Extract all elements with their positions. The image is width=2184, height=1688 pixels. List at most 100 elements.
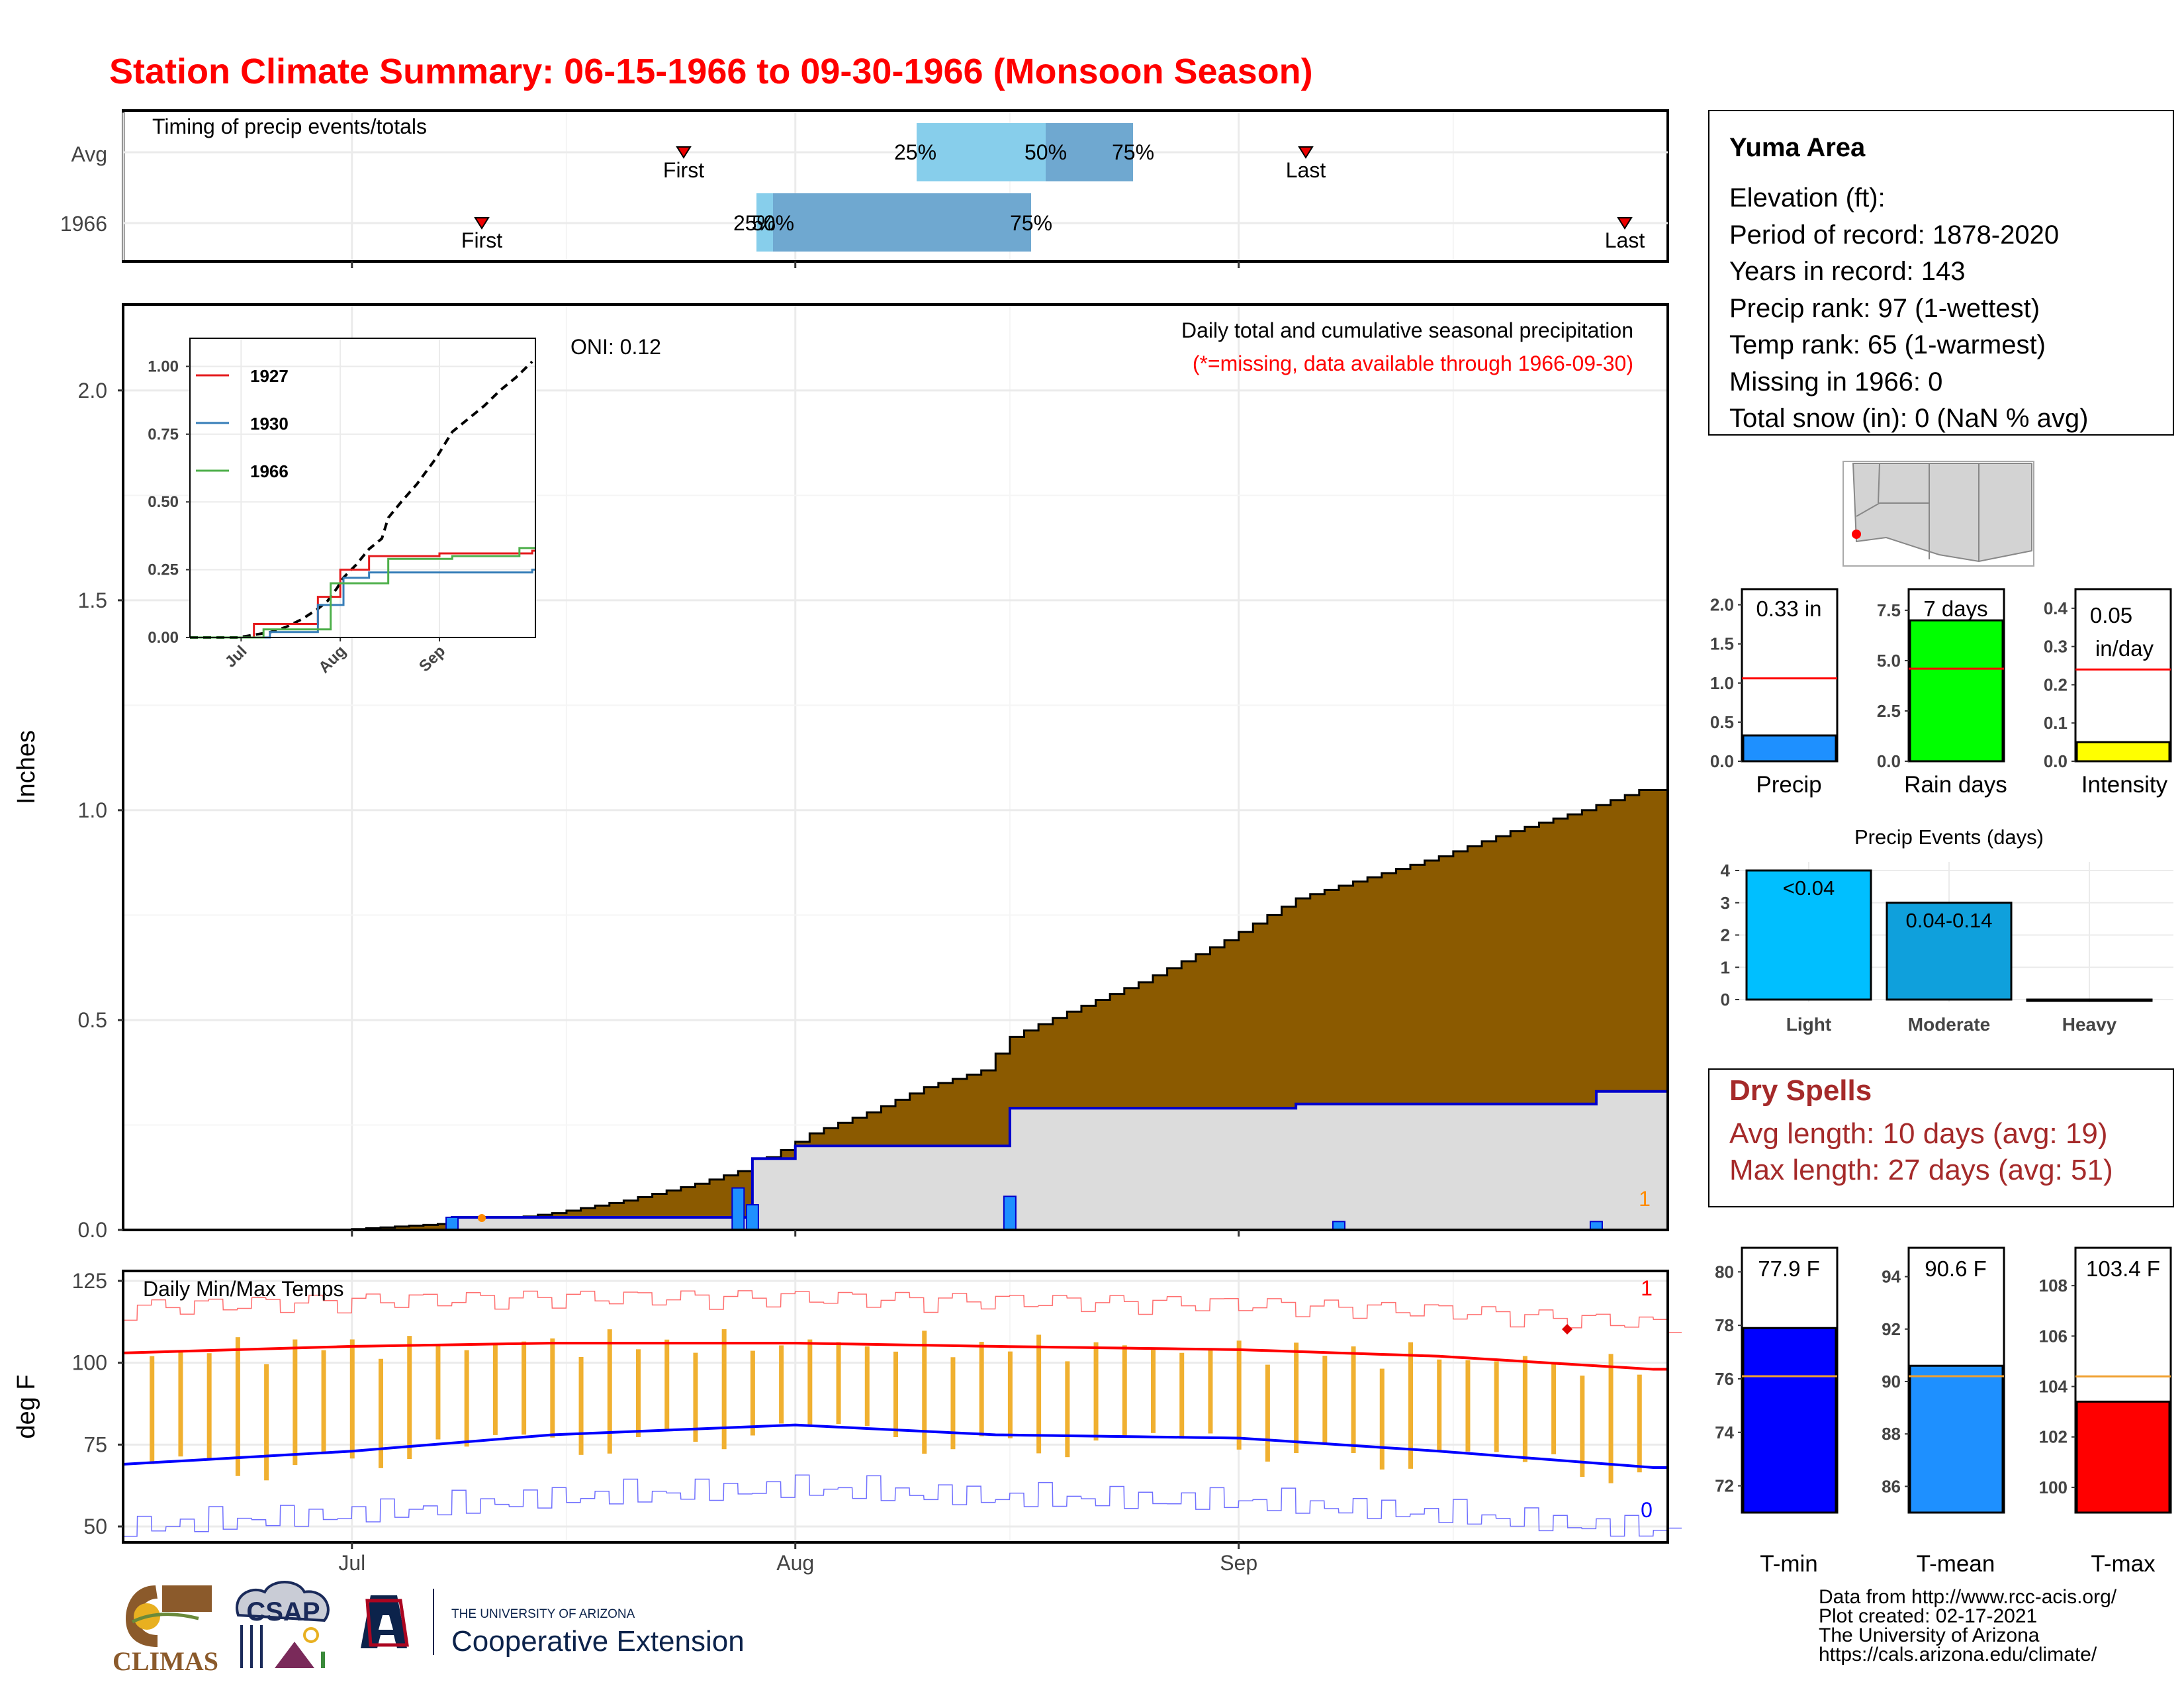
inset-ytick-label: 0.50: [148, 493, 179, 511]
temp-range-bar: [607, 1329, 612, 1454]
station-temp-rank: Temp rank: 65 (1-warmest): [1729, 330, 2046, 359]
footer-line-created: Plot created: 02-17-2021: [1819, 1605, 2037, 1627]
y1966-cumulative-area: [123, 1090, 1669, 1231]
temp-range-bar: [1580, 1376, 1585, 1477]
mini-precip-ytick-label: 1.0: [1710, 673, 1734, 693]
avg-p75-label: 75%: [1112, 140, 1154, 164]
temp-range-bar: [1608, 1354, 1614, 1483]
tbar-tmean-label: T-mean: [1917, 1551, 1995, 1577]
tbar-tmax-value: 103.4 F: [2086, 1256, 2160, 1281]
mini-precip-ytick-label: 0.0: [1710, 751, 1734, 771]
temp-range-bar: [1265, 1364, 1270, 1462]
temp-range-bar: [1437, 1359, 1442, 1452]
events-bar-label: 0.04-0.14: [1906, 909, 1993, 932]
y1966-first-marker: [474, 217, 490, 230]
inset-avg-line: [190, 360, 533, 639]
inset-legend: 1927 1930 1966: [196, 366, 289, 481]
mini-precip-bar: [1742, 734, 1837, 763]
y1966-p50-label: 50%: [752, 211, 794, 235]
tbar-tmax-label: T-max: [2091, 1551, 2156, 1577]
temp-range-bar: [922, 1331, 927, 1454]
temp-range-bar: [1122, 1345, 1127, 1436]
footer-line-url: https://cals.arizona.edu/climate/: [1819, 1644, 2097, 1665]
events-axes: 0 1 2 3 4 Light Moderate Heavy: [1721, 861, 2117, 1035]
avg-max-line: [122, 1341, 1668, 1371]
temp-range-bar: [464, 1350, 469, 1447]
temp-panel-title: Daily Min/Max Temps: [143, 1277, 343, 1301]
events-bar: [1745, 869, 1872, 1001]
precip-ylabel: Inches: [13, 730, 40, 804]
temp-range-bar: [1494, 1361, 1499, 1452]
tbar-tmax-ytick-label: 106: [2039, 1326, 2068, 1346]
tbar-tmax-ytick-label: 100: [2039, 1477, 2068, 1497]
inset-ytick-label: 0.75: [148, 426, 179, 444]
temp-range-bar: [1637, 1374, 1642, 1473]
events-bar-label: <0.04: [1783, 876, 1835, 900]
inset-ytick-label: 0.00: [148, 629, 179, 647]
mini-precip-label: Precip: [1756, 772, 1821, 798]
mini-intensity-frame: [2074, 588, 2172, 763]
temp-range-bar: [864, 1346, 870, 1427]
events-ytick-label: 4: [1721, 861, 1731, 880]
timing-panel: Timing of precip events/totals Avg 1966 …: [60, 109, 1669, 263]
tbar-tmean-ytick-label: 94: [1882, 1267, 1901, 1287]
mini-raindays-ytick-label: 2.5: [1877, 701, 1901, 721]
station-elevation: Elevation (ft):: [1729, 183, 1886, 212]
mini-raindays-ytick-label: 7.5: [1877, 600, 1901, 620]
legend-1930: 1930: [250, 414, 289, 434]
precip-yaxis: 0.0 0.5 1.0 1.5 2.0: [78, 379, 123, 1242]
tbar-tmean-ytick-label: 92: [1882, 1319, 1901, 1339]
ua-logo-big: Cooperative Extension: [451, 1625, 745, 1658]
temp-range-bar: [1036, 1335, 1042, 1454]
month-tick-label: Sep: [1220, 1551, 1257, 1575]
temp-range-bar: [550, 1338, 555, 1438]
station-period: Period of record: 1878-2020: [1729, 220, 2059, 250]
temp-range-bar: [178, 1352, 183, 1457]
temp-range-bar: [379, 1358, 383, 1468]
precip-count-label: 1: [1639, 1187, 1651, 1211]
dry-spells-max: Max length: 27 days (avg: 51): [1729, 1154, 2113, 1186]
timing-row-avg: Avg: [71, 142, 107, 166]
inset-1930-line: [190, 569, 535, 639]
precip-panel-subtitle: (*=missing, data available through 1966-…: [1193, 352, 1633, 375]
locator-map: [1843, 461, 2034, 567]
tbar-tmax-bar: [2075, 1400, 2171, 1514]
temp-range-bar: [1551, 1362, 1557, 1454]
events-ytick-label: 2: [1721, 925, 1730, 945]
tbar-tmin-ytick-label: 80: [1715, 1262, 1734, 1282]
avg-min-line: [122, 1423, 1668, 1469]
mini-precip-ytick-label: 0.5: [1710, 712, 1734, 732]
timing-bars: [123, 123, 1668, 252]
tbar-tmin-label: T-min: [1760, 1551, 1818, 1577]
climas-logo: CLIMAS: [113, 1585, 218, 1676]
mini-raindays-bar: [1909, 619, 2004, 763]
record-max-line: [123, 1290, 1682, 1333]
avg-iqr-high: [1046, 123, 1133, 181]
precip-events-title: Precip Events (days): [1854, 825, 2044, 849]
tbar-tmax-ytick-label: 108: [2039, 1276, 2068, 1295]
temp-range-bar: [578, 1356, 584, 1455]
temp-ylabel: deg F: [13, 1374, 40, 1438]
mini-precip-ytick-label: 1.5: [1710, 634, 1734, 654]
station-snow: Total snow (in): 0 (NaN % avg): [1729, 404, 2088, 433]
footer-line-university: The University of Arizona: [1819, 1624, 2040, 1646]
csap-logo: CSAP: [236, 1581, 330, 1668]
temp-range-bar: [893, 1351, 898, 1438]
month-tick-label: Aug: [776, 1551, 814, 1575]
temp-range-bar: [1408, 1342, 1413, 1469]
mini-raindays-label: Rain days: [1904, 772, 2007, 798]
tbar-tmean-ytick-label: 88: [1882, 1424, 1901, 1444]
precip-ytick-label: 1.0: [78, 798, 107, 822]
legend-1927: 1927: [250, 366, 289, 386]
events-xtick-label: Light: [1786, 1014, 1831, 1035]
temp-ytick-label: 125: [72, 1269, 107, 1293]
temp-range-bar: [979, 1342, 984, 1436]
mini-intensity-ytick-label: 0.1: [2044, 713, 2068, 733]
tbar-tmax-ytick-label: 104: [2039, 1377, 2068, 1397]
missing-marker: [478, 1214, 486, 1222]
timing-row-1966: 1966: [60, 212, 107, 236]
ua-logo: THE UNIVERSITY OF ARIZONA Cooperative Ex…: [361, 1589, 745, 1658]
station-precip-rank: Precip rank: 97 (1-wettest): [1729, 294, 2040, 323]
precip-panel-title: Daily total and cumulative seasonal prec…: [1181, 318, 1633, 342]
temp-range-bar: [1294, 1342, 1299, 1453]
